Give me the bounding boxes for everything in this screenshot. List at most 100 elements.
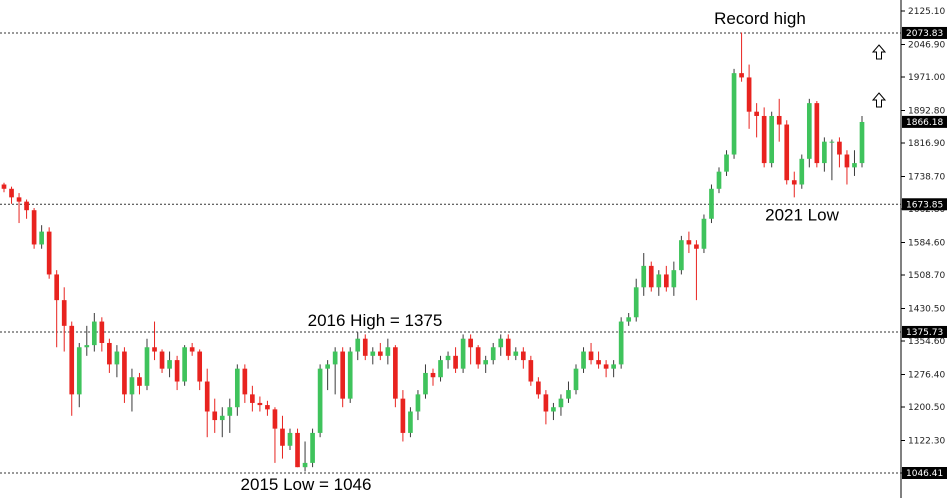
candle-down	[791, 180, 797, 185]
candle-down	[250, 394, 255, 403]
candle-down	[588, 351, 594, 361]
candle-down	[739, 73, 744, 78]
level-tag-bg	[902, 467, 947, 479]
candle-up	[483, 360, 489, 365]
candle-up	[167, 360, 172, 369]
candle-up	[671, 270, 677, 288]
candle-down	[295, 432, 300, 468]
y-tick-label: 1584.60	[908, 238, 945, 248]
candle-up	[347, 351, 353, 399]
candle-down	[204, 381, 210, 412]
candle-up	[423, 372, 428, 395]
candle-up	[558, 398, 564, 408]
candle-down	[663, 274, 669, 288]
level-tag-label: 1673.85	[906, 200, 943, 210]
candle-down	[784, 124, 790, 181]
candle-down	[520, 351, 526, 361]
up-arrow-icon	[871, 92, 887, 108]
candle-up	[76, 347, 82, 395]
candle-up	[829, 141, 835, 143]
candle-down	[844, 154, 850, 168]
y-tick-label: 1892.80	[908, 106, 945, 116]
candle-down	[453, 355, 458, 369]
candle-up	[39, 231, 44, 245]
y-tick-label: 1816.90	[908, 139, 945, 149]
candle-up	[317, 368, 323, 433]
annotations: Record high 2021 Low 2016 High = 1375 2015 …	[241, 9, 840, 494]
candle-down	[543, 394, 549, 412]
candle-up	[332, 351, 338, 365]
current-price-tag-bg	[902, 115, 947, 128]
candle-up	[498, 338, 504, 348]
candle-up	[415, 394, 421, 412]
candle-up	[806, 103, 812, 159]
candle-down	[174, 360, 180, 382]
level-tag-bg	[902, 26, 947, 39]
candle-up	[227, 407, 233, 416]
candle-down	[468, 338, 473, 348]
candle-down	[242, 368, 248, 395]
current-price-tag: 1866.18	[906, 118, 943, 128]
candle-down	[814, 103, 820, 164]
candle-down	[61, 300, 67, 326]
candle-up	[182, 347, 187, 382]
candle-up	[129, 377, 135, 395]
candle-down	[152, 347, 157, 352]
candle-up	[91, 321, 97, 346]
candle-up	[513, 351, 519, 356]
candle-down	[280, 428, 285, 446]
candle-up	[460, 338, 466, 369]
candle-up	[731, 73, 737, 155]
candle-down	[54, 274, 60, 301]
candle-down	[122, 351, 127, 395]
candle-up	[490, 347, 496, 361]
candle-up	[566, 390, 571, 399]
candle-down	[265, 405, 270, 410]
candle-down	[430, 372, 436, 378]
candle-down	[475, 347, 481, 365]
annotation-label: 2015 Low = 1046	[241, 475, 372, 494]
candle-up	[859, 121, 865, 164]
candle-up	[287, 432, 293, 446]
candle-up	[219, 415, 225, 421]
level-tag-label: 1375.73	[906, 328, 943, 338]
horizontal-levels	[0, 32, 901, 474]
candle-up	[234, 368, 240, 408]
candle-up	[716, 171, 722, 189]
annotation-label: Record high	[714, 9, 806, 28]
candle-up	[114, 351, 120, 365]
candle-down	[24, 201, 29, 211]
candle-up	[355, 338, 361, 352]
candle-up	[573, 368, 579, 391]
candle-down	[16, 197, 22, 202]
candle-down	[362, 338, 368, 356]
candle-down	[257, 402, 263, 406]
candle-down	[837, 141, 842, 155]
level-tag-label: 1046.41	[906, 469, 943, 479]
candle-up	[656, 274, 662, 288]
y-tick-label: 1122.30	[908, 436, 945, 446]
candle-up	[822, 141, 827, 164]
candle-down	[505, 338, 511, 356]
candle-down	[340, 351, 346, 399]
annotation-label: 2016 High = 1375	[308, 311, 443, 330]
candle-down	[377, 351, 383, 356]
y-tick-label: 2125.10	[908, 7, 945, 17]
candle-up	[724, 154, 729, 172]
candle-up	[551, 407, 556, 412]
candle-down	[197, 351, 203, 382]
candle-down	[596, 360, 601, 365]
candle-down	[212, 411, 218, 421]
candle-up	[618, 321, 624, 365]
candle-up	[852, 163, 857, 168]
candle-down	[754, 111, 759, 116]
level-tag-label: 2073.83	[906, 29, 943, 39]
candle-down	[99, 321, 105, 343]
candle-down	[393, 347, 398, 399]
candle-down	[31, 210, 37, 245]
candle-down	[603, 364, 609, 369]
candle-down	[686, 240, 692, 245]
candle-down	[648, 265, 654, 288]
y-tick-label: 1200.50	[908, 403, 945, 413]
candle-down	[69, 325, 75, 395]
